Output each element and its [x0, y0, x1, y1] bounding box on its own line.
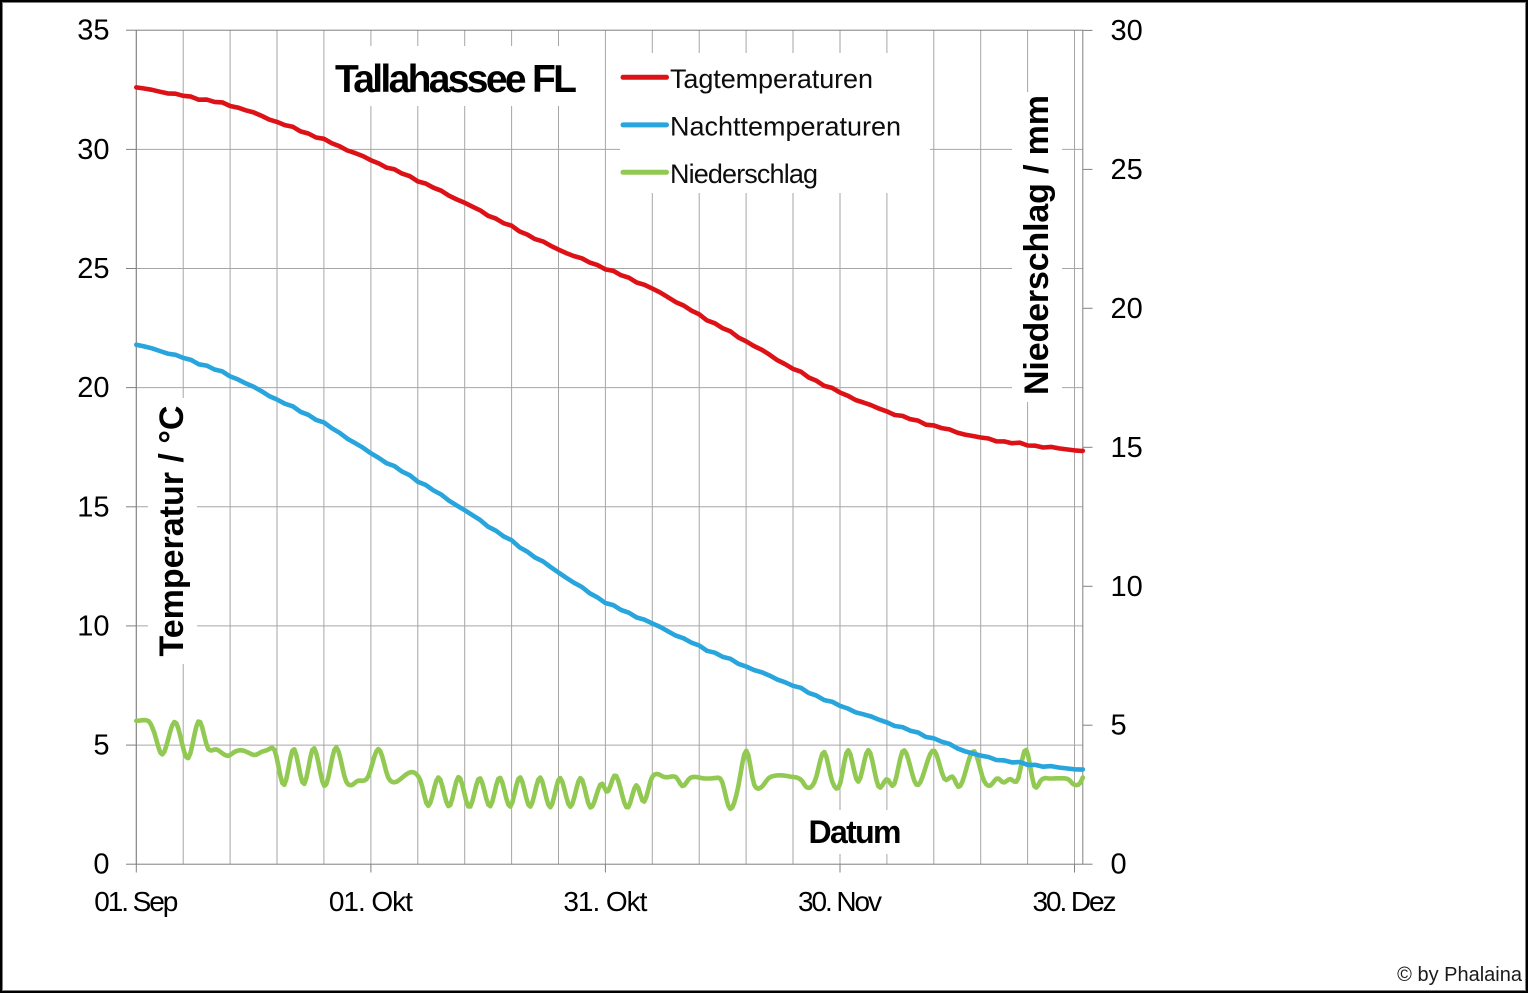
svg-text:20: 20: [77, 372, 109, 404]
svg-text:Tallahassee FL: Tallahassee FL: [335, 58, 577, 101]
svg-text:Tagtemperaturen: Tagtemperaturen: [670, 64, 873, 94]
svg-text:Niederschlag / mm: Niederschlag / mm: [1018, 95, 1056, 395]
svg-text:25: 25: [1111, 154, 1143, 186]
svg-text:15: 15: [77, 491, 109, 523]
svg-text:5: 5: [1111, 710, 1127, 742]
svg-text:30: 30: [1111, 15, 1143, 47]
svg-text:10: 10: [77, 610, 109, 642]
svg-text:0: 0: [93, 849, 109, 881]
svg-text:30: 30: [77, 134, 109, 166]
svg-text:10: 10: [1111, 571, 1143, 603]
svg-text:01. Sep: 01. Sep: [94, 886, 178, 917]
svg-text:35: 35: [77, 15, 109, 47]
svg-text:15: 15: [1111, 432, 1143, 464]
svg-text:20: 20: [1111, 293, 1143, 325]
svg-text:25: 25: [77, 253, 109, 285]
svg-text:Temperatur / °C: Temperatur / °C: [153, 406, 191, 657]
svg-text:Niederschlag: Niederschlag: [670, 159, 818, 189]
svg-text:© by Phalaina: © by Phalaina: [1397, 964, 1523, 986]
svg-text:5: 5: [93, 730, 109, 762]
svg-text:Datum: Datum: [809, 814, 902, 850]
svg-text:30. Dez: 30. Dez: [1033, 886, 1117, 917]
svg-text:30. Nov: 30. Nov: [798, 886, 882, 917]
svg-text:Nachttemperaturen: Nachttemperaturen: [670, 112, 901, 142]
svg-text:0: 0: [1111, 849, 1127, 881]
svg-text:01. Okt: 01. Okt: [329, 886, 413, 917]
svg-text:31. Okt: 31. Okt: [563, 886, 647, 917]
